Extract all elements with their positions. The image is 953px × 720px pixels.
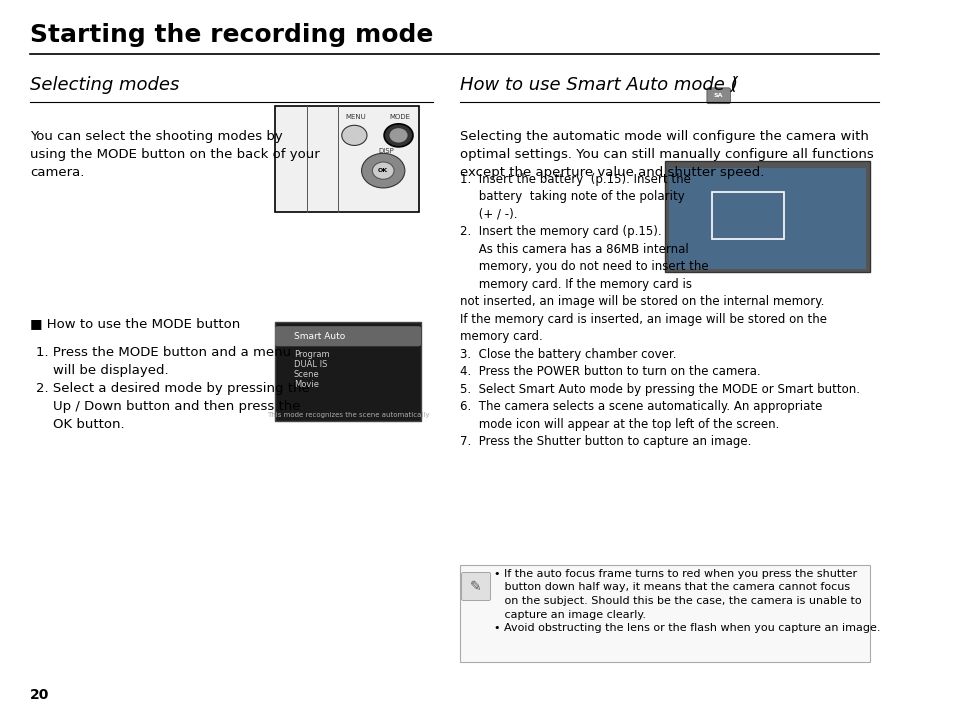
FancyBboxPatch shape: [459, 565, 869, 662]
Text: OK: OK: [377, 168, 388, 173]
FancyBboxPatch shape: [274, 326, 420, 346]
Text: How to use Smart Auto mode (: How to use Smart Auto mode (: [459, 76, 737, 94]
Text: ): ): [730, 76, 737, 94]
Circle shape: [384, 124, 413, 147]
Text: • If the auto focus frame turns to red when you press the shutter
   button down: • If the auto focus frame turns to red w…: [494, 569, 880, 633]
Text: MENU: MENU: [345, 114, 366, 120]
FancyBboxPatch shape: [664, 161, 869, 272]
Text: SA: SA: [713, 94, 722, 98]
Text: Starting the recording mode: Starting the recording mode: [30, 23, 433, 47]
Text: 1. Press the MODE button and a menu
    will be displayed.
2. Select a desired m: 1. Press the MODE button and a menu will…: [36, 346, 310, 431]
Text: Selecting the automatic mode will configure the camera with
optimal settings. Yo: Selecting the automatic mode will config…: [459, 130, 873, 179]
FancyBboxPatch shape: [461, 572, 490, 600]
Text: Movie: Movie: [294, 380, 318, 389]
Circle shape: [389, 128, 407, 143]
Circle shape: [341, 125, 367, 145]
Text: ✎: ✎: [470, 580, 481, 594]
Text: DUAL IS: DUAL IS: [294, 360, 327, 369]
FancyBboxPatch shape: [274, 322, 420, 421]
Text: DISP: DISP: [377, 148, 394, 154]
Text: ■ How to use the MODE button: ■ How to use the MODE button: [30, 317, 240, 330]
Circle shape: [372, 162, 394, 179]
Text: Program: Program: [294, 350, 329, 359]
Text: MODE: MODE: [389, 114, 410, 120]
Text: Selecting modes: Selecting modes: [30, 76, 179, 94]
Text: Scene: Scene: [294, 370, 319, 379]
Text: 20: 20: [30, 688, 49, 702]
Text: This mode recognizes the scene automatically: This mode recognizes the scene automatic…: [267, 412, 429, 418]
Circle shape: [361, 153, 404, 188]
Text: You can select the shooting modes by
using the MODE button on the back of your
c: You can select the shooting modes by usi…: [30, 130, 319, 179]
Text: 1.  Insert the battery  (p.15). Insert the
     battery  taking note of the pola: 1. Insert the battery (p.15). Insert the…: [459, 173, 859, 449]
FancyBboxPatch shape: [706, 88, 730, 104]
Text: Smart Auto: Smart Auto: [294, 332, 345, 341]
FancyBboxPatch shape: [274, 106, 419, 212]
FancyBboxPatch shape: [668, 168, 864, 269]
